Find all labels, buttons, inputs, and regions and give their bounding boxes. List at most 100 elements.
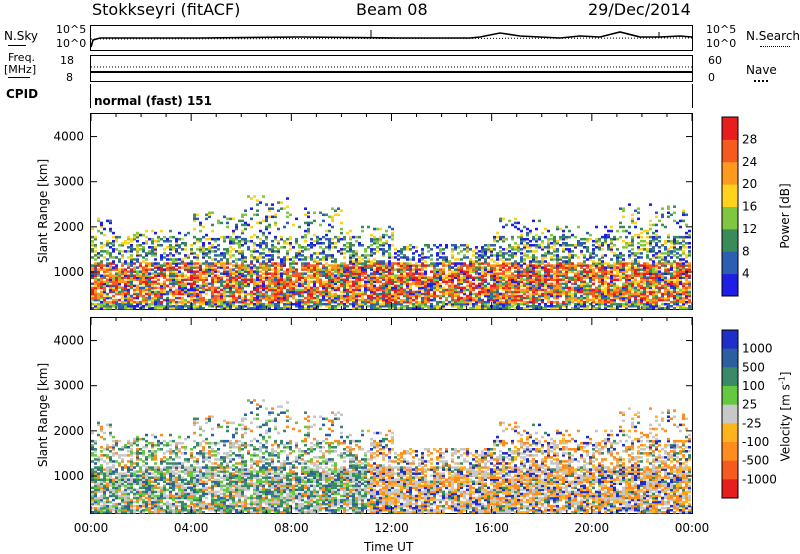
power-cell <box>637 252 640 255</box>
power-cell <box>304 256 307 259</box>
power-cell <box>427 288 430 292</box>
power-cell <box>418 274 421 277</box>
power-cell <box>112 250 115 253</box>
power-cell <box>130 298 133 302</box>
power-cell <box>328 254 331 257</box>
power-cell <box>184 292 187 296</box>
power-cell <box>340 282 343 286</box>
power-cell <box>598 260 601 263</box>
power-cell <box>292 302 295 306</box>
power-cell <box>523 260 526 263</box>
power-cell <box>502 270 505 273</box>
power-cell <box>352 294 355 298</box>
power-cell <box>211 223 214 227</box>
power-cell <box>244 282 247 286</box>
power-cell <box>547 278 550 282</box>
power-cell <box>127 264 130 267</box>
power-cell <box>346 282 349 286</box>
power-cell <box>355 306 358 310</box>
power-cell <box>490 252 493 255</box>
power-cell <box>121 302 124 306</box>
power-cell <box>331 254 334 257</box>
power-cell <box>295 237 298 241</box>
power-cell <box>274 223 277 227</box>
power-cell <box>637 264 640 267</box>
power-cell <box>538 288 541 292</box>
power-cell <box>265 278 268 282</box>
power-cell <box>349 290 352 294</box>
power-cell <box>622 282 625 286</box>
power-cell <box>109 254 112 257</box>
power-cell <box>655 235 658 239</box>
power-cell <box>256 282 259 286</box>
power-cell <box>658 252 661 255</box>
power-cell <box>397 250 400 253</box>
power-cell <box>121 241 124 245</box>
power-cell <box>274 264 277 267</box>
power-cell <box>637 294 640 298</box>
power-cell <box>121 254 124 257</box>
power-cell <box>586 286 589 290</box>
power-cell <box>658 235 661 239</box>
power-cell <box>118 292 121 296</box>
power-cell <box>208 248 211 251</box>
power-cell <box>340 227 343 231</box>
power-cell <box>598 262 601 265</box>
power-cell <box>478 274 481 277</box>
power-cell <box>142 290 145 294</box>
power-cell <box>454 248 457 251</box>
power-cell <box>175 250 178 253</box>
power-cell <box>664 286 667 290</box>
power-cell <box>346 296 349 300</box>
power-cell <box>265 270 268 273</box>
power-cell <box>454 298 457 302</box>
power-cell <box>142 298 145 302</box>
power-cell <box>460 268 463 271</box>
power-cell <box>361 264 364 267</box>
power-cell <box>460 300 463 304</box>
power-cell <box>172 298 175 302</box>
power-cell <box>472 278 475 282</box>
power-cell <box>457 286 460 290</box>
power-cell <box>106 306 109 310</box>
power-cell <box>91 241 94 245</box>
power-cell <box>541 246 544 249</box>
power-cell <box>109 296 112 300</box>
power-cell <box>388 276 391 280</box>
power-cell <box>268 296 271 300</box>
power-cell <box>439 274 442 277</box>
power-cell <box>592 248 595 251</box>
power-cell <box>475 284 478 288</box>
power-cell <box>604 270 607 273</box>
power-cell <box>358 294 361 298</box>
power-cell <box>277 286 280 290</box>
power-cell <box>592 244 595 247</box>
power-cell <box>541 276 544 280</box>
power-cell <box>589 264 592 267</box>
power-cell <box>511 248 514 251</box>
power-cell <box>649 292 652 296</box>
power-cell <box>514 246 517 249</box>
power-cell <box>262 286 265 290</box>
power-cell <box>562 250 565 253</box>
power-cell <box>592 268 595 271</box>
power-cell <box>253 244 256 247</box>
power-cell <box>484 250 487 253</box>
power-cell <box>175 292 178 296</box>
power-cell <box>574 302 577 306</box>
power-cell <box>430 258 433 261</box>
power-cell <box>610 282 613 286</box>
power-cell <box>379 302 382 306</box>
power-cell <box>538 306 541 310</box>
power-cell <box>478 262 481 265</box>
power-cell <box>271 268 274 271</box>
power-cell <box>532 235 535 239</box>
power-cell <box>421 276 424 280</box>
power-cell <box>523 237 526 241</box>
power-cell <box>601 288 604 292</box>
power-cell <box>526 266 529 269</box>
power-cell <box>493 292 496 296</box>
power-cell <box>331 260 334 263</box>
power-cell <box>328 278 331 282</box>
power-cell <box>190 282 193 286</box>
